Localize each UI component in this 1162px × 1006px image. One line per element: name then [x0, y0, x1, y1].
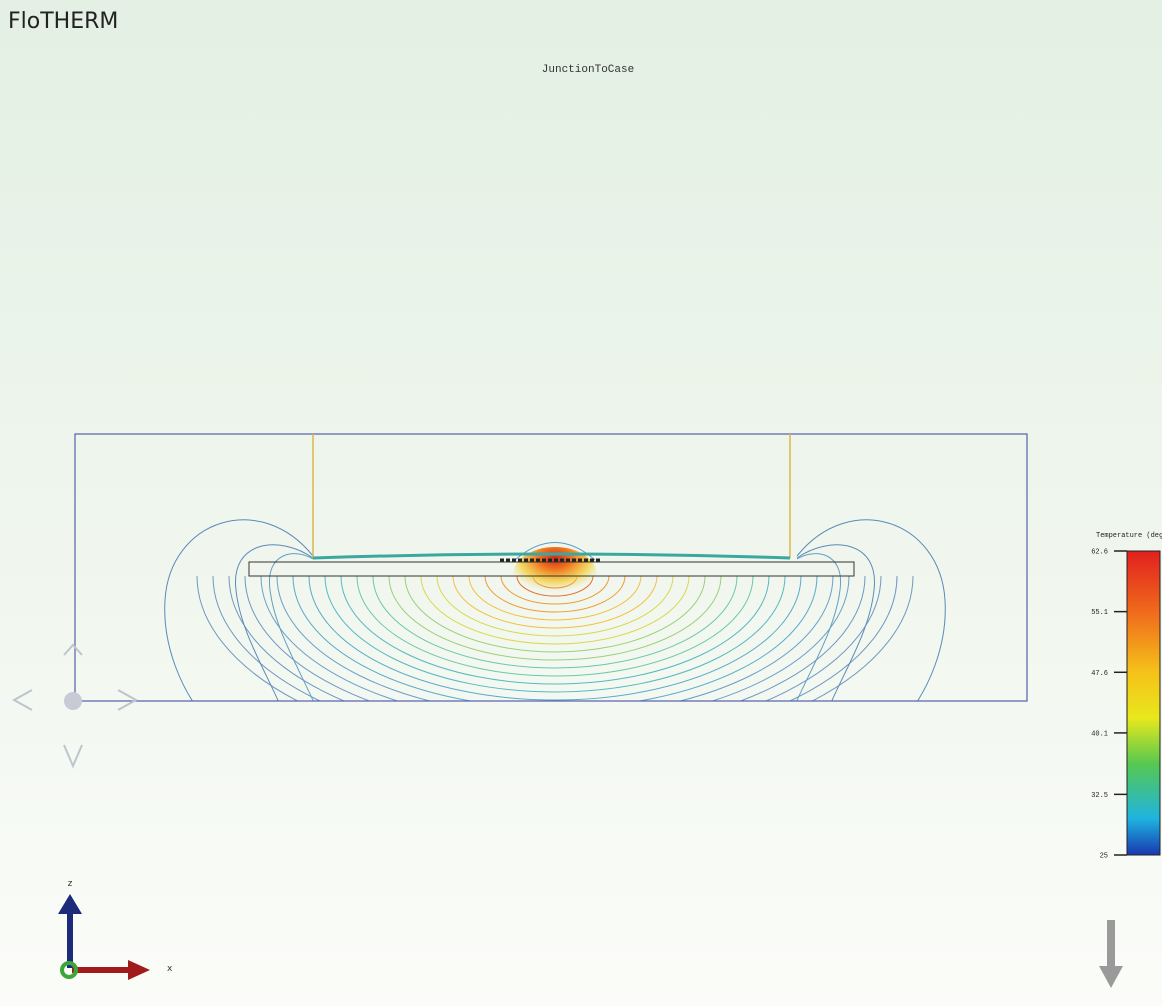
nav-right[interactable] [117, 689, 139, 711]
contour-line [372, 575, 738, 669]
x-axis-head [128, 960, 150, 980]
contour-line [420, 575, 690, 645]
contour-line [196, 575, 914, 701]
contour-line [228, 575, 882, 701]
colorbar: Temperature (degC) 62.6 55.1 47.6 40.1 32.5 2… [1091, 532, 1162, 861]
y-axis-ring [60, 961, 78, 979]
colorbar-tick-label: 32.5 [1091, 792, 1108, 800]
colorbar-tick-label: 62.6 [1091, 549, 1108, 557]
z-axis-label: z [68, 879, 73, 889]
contour-line [500, 575, 610, 605]
contour-line [436, 575, 674, 637]
colorbar-tick-label: 55.1 [1091, 609, 1108, 617]
z-axis-head [58, 894, 82, 914]
contour-line [404, 575, 706, 653]
contour-line [244, 575, 866, 701]
contour-line [796, 553, 841, 701]
contour-line [796, 519, 946, 701]
view-down-arrow[interactable] [1099, 920, 1123, 988]
arrow-shaft[interactable] [1107, 920, 1115, 968]
nav-down[interactable] [63, 744, 83, 769]
colorbar-tick-label: 25 [1100, 853, 1108, 861]
app-title: FloTHERM [8, 9, 118, 34]
colorbar-title: Temperature (degC) [1096, 532, 1162, 540]
contour-line [796, 544, 875, 701]
contour-line [269, 553, 314, 701]
axes-triad: z x [58, 879, 173, 980]
x-axis-label: x [167, 964, 173, 974]
contour-line [164, 519, 314, 701]
contour-line [308, 575, 802, 701]
contour-line [324, 575, 786, 693]
colorbar-tick-label: 47.6 [1091, 670, 1108, 678]
contour-line [212, 575, 898, 701]
contour-line [292, 575, 818, 701]
interface-layer [312, 552, 791, 560]
contour-line [468, 575, 642, 621]
view-navigation[interactable] [11, 643, 139, 769]
domain-box [74, 433, 1028, 702]
contour-line [340, 575, 770, 685]
nav-left[interactable] [11, 689, 33, 711]
contour-line [388, 575, 722, 661]
contour-line [484, 575, 626, 613]
arrow-head[interactable] [1099, 966, 1123, 988]
contour-line [260, 575, 850, 701]
nav-up[interactable] [63, 643, 83, 656]
contour-line [276, 575, 834, 701]
nav-center[interactable] [64, 692, 82, 710]
contour-plot [164, 519, 946, 701]
colorbar-tick-label: 40.1 [1091, 730, 1108, 738]
contour-line [356, 575, 754, 677]
contour-line [452, 575, 658, 629]
package [248, 561, 855, 577]
view-title: JunctionToCase [542, 64, 634, 76]
contour-line [235, 544, 314, 701]
colorbar-gradient [1126, 550, 1161, 856]
